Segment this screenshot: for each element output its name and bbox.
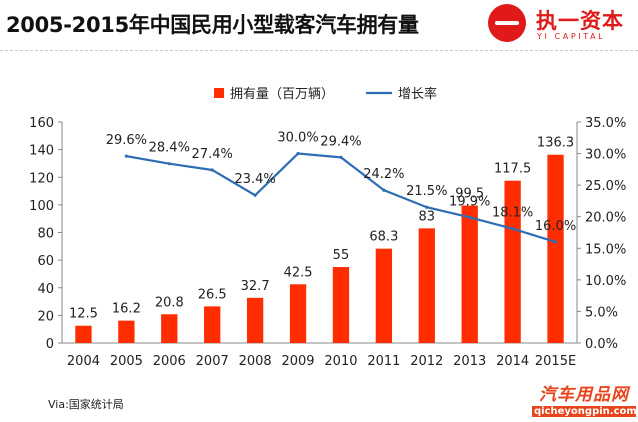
growth-rate-label: 21.5% (406, 184, 447, 199)
right-axis-tick-label: 5.0% (585, 305, 618, 320)
growth-rate-point (553, 240, 558, 244)
growth-rate-label: 28.4% (149, 141, 190, 156)
right-axis-tick-label: 30.0% (585, 148, 626, 163)
left-axis-tick-label: 100 (29, 199, 54, 214)
x-axis-tick-label: 2013 (453, 354, 486, 369)
chart-title: 2005-2015年中国民用小型载客汽车拥有量 (6, 13, 419, 37)
right-axis-tick-label: 15.0% (585, 242, 626, 257)
right-axis-tick-label: 10.0% (585, 274, 626, 289)
title-divider (0, 50, 638, 51)
x-axis-tick-label: 2009 (281, 354, 314, 369)
logo-name-en: YI CAPITAL (537, 32, 606, 41)
logo-name-cn: 执一资本 (536, 9, 624, 33)
source-note: Via:国家统计局 (48, 398, 124, 411)
bar (418, 228, 435, 343)
bar-value-label: 117.5 (494, 162, 531, 177)
growth-rate-point (468, 215, 472, 219)
growth-rate-label: 30.0% (277, 131, 318, 146)
growth-rate-point (210, 168, 214, 172)
brand-logo: 执一资本 YI CAPITAL (488, 4, 636, 48)
bar-value-label: 83 (419, 209, 436, 224)
x-axis-tick-label: 2004 (67, 354, 100, 369)
growth-rate-point (511, 227, 515, 231)
growth-rate-label: 24.2% (363, 167, 404, 182)
x-axis-tick-label: 2012 (410, 354, 443, 369)
watermark-url: qicheyongpin.com (532, 406, 637, 417)
growth-rate-label: 29.6% (106, 133, 147, 148)
growth-rate-label: 16.0% (535, 219, 576, 234)
growth-rate-point (339, 155, 343, 159)
growth-rate-point (253, 193, 257, 197)
bar (375, 248, 393, 343)
right-axis-tick-label: 20.0% (585, 211, 626, 226)
growth-rate-label: 23.4% (234, 172, 275, 187)
left-axis-tick-label: 120 (29, 171, 54, 186)
growth-rate-point (124, 154, 128, 158)
bar (547, 154, 564, 343)
bar (75, 325, 92, 343)
x-axis-tick-label: 2008 (239, 354, 272, 369)
bar-value-label: 12.5 (69, 307, 98, 322)
legend-bar-swatch (214, 88, 224, 98)
x-axis-tick-label: 2014 (496, 354, 529, 369)
growth-rate-label: 18.1% (492, 206, 533, 221)
bar (289, 284, 307, 343)
left-axis-tick-label: 20 (37, 309, 54, 324)
right-axis-tick-label: 0.0% (585, 337, 618, 352)
bar-value-label: 16.2 (112, 302, 141, 317)
bar-value-label: 68.3 (369, 230, 398, 245)
left-axis-tick-label: 80 (37, 227, 54, 242)
bar (246, 297, 264, 343)
left-axis-tick-label: 160 (29, 116, 54, 131)
growth-rate-label: 29.4% (320, 134, 361, 149)
x-axis-tick-label: 2011 (367, 354, 400, 369)
x-axis-tick-label: 2006 (153, 354, 186, 369)
x-axis-tick-label: 2010 (324, 354, 357, 369)
growth-rate-label: 19.9% (449, 194, 490, 209)
bar-value-label: 99.5 (455, 187, 484, 202)
bar-value-label: 32.7 (241, 279, 270, 294)
bar (461, 205, 478, 343)
watermark-text: 汽车用品网 (539, 385, 629, 405)
right-axis-tick-label: 25.0% (585, 179, 626, 194)
right-axis-tick-label: 35.0% (585, 116, 626, 131)
x-axis-tick-label: 2005 (110, 354, 143, 369)
bar-value-label: 20.8 (155, 295, 184, 310)
bar-value-label: 55 (333, 248, 350, 263)
left-axis-tick-label: 140 (29, 144, 54, 159)
growth-rate-line (126, 152, 556, 244)
left-axis-tick-label: 60 (37, 254, 54, 269)
bar (118, 320, 135, 343)
x-axis-tick-label: 2015E (535, 354, 576, 369)
growth-rate-point (296, 151, 300, 156)
left-axis-tick-label: 40 (37, 282, 54, 297)
bar (204, 306, 221, 343)
growth-rate-point (167, 162, 171, 166)
bar (504, 180, 521, 343)
x-axis-tick-label: 2007 (196, 354, 229, 369)
growth-rate-point (425, 205, 429, 209)
logo-mark-icon (488, 4, 526, 42)
left-axis-tick-label: 0 (46, 337, 54, 352)
bar (332, 267, 350, 343)
bar-value-label: 26.5 (198, 287, 227, 302)
watermark: 汽车用品网 qicheyongpin.com (532, 380, 637, 417)
growth-rate-point (382, 188, 386, 192)
legend-bar-label: 拥有量（百万辆） (230, 87, 334, 102)
legend-line-label: 增长率 (398, 86, 437, 102)
bar-value-label: 42.5 (284, 265, 313, 280)
bar-value-label: 136.3 (537, 136, 574, 151)
bar (161, 314, 178, 343)
growth-rate-label: 27.4% (192, 147, 233, 162)
